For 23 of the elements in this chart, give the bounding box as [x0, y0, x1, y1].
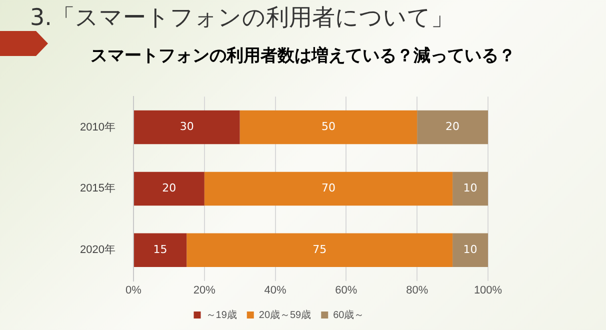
y-tick-label: 2020年 [80, 244, 116, 256]
data-label: 30 [180, 120, 194, 134]
y-tick-label: 2010年 [80, 121, 116, 134]
legend-label: ～19歳 [206, 308, 237, 321]
y-tick-label: 2015年 [80, 182, 116, 195]
x-tick-label: 20% [193, 284, 216, 296]
x-tick-label: 100% [474, 284, 502, 296]
data-label: 15 [153, 242, 168, 256]
x-tick-label: 80% [406, 284, 428, 296]
data-label: 10 [463, 242, 478, 256]
x-tick-label: 0% [126, 284, 142, 296]
data-label: 10 [463, 182, 478, 195]
data-label: 20 [446, 120, 460, 134]
x-tick-label: 60% [335, 284, 358, 296]
x-tick-label: 40% [264, 284, 286, 296]
data-label: 70 [321, 182, 336, 195]
data-label: 20 [162, 182, 176, 195]
data-label: 75 [312, 242, 327, 256]
legend-label: 20歳～59歳 [258, 308, 312, 321]
legend-label: 60歳～ [333, 308, 364, 321]
data-label: 50 [321, 120, 336, 134]
chart-title: 3.「スマートフォンの利用者について」 [30, 4, 454, 33]
chart-subtitle: スマートフォンの利用者数は増えている？減っている？ [90, 45, 516, 67]
